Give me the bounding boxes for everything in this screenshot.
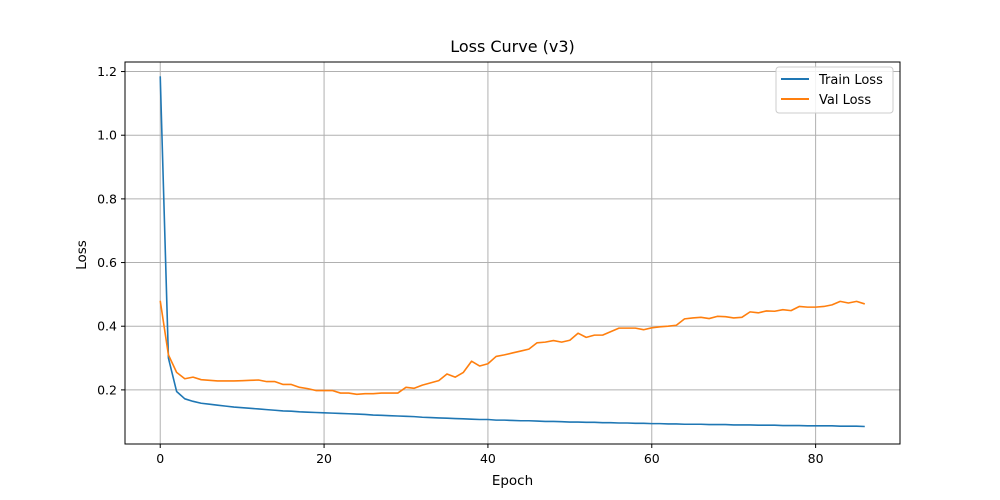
x-tick-label: 80 (808, 451, 824, 466)
plot-frame (124, 61, 901, 445)
x-tick-label: 40 (480, 451, 496, 466)
x-tick-label: 20 (316, 451, 332, 466)
legend-label-train-loss: Train Loss (818, 73, 883, 88)
chart-title: Loss Curve (v3) (450, 37, 575, 56)
y-tick-label: 0.6 (97, 255, 117, 270)
legend-label-val-loss: Val Loss (819, 93, 871, 108)
x-axis-label: Epoch (492, 473, 533, 489)
y-tick-label: 1.2 (97, 64, 117, 79)
series-line-val-loss (159, 300, 866, 396)
legend: Train Loss Val Loss (775, 66, 894, 114)
x-tick-label: 0 (156, 451, 164, 466)
y-tick-label: 0.8 (97, 191, 117, 206)
y-tick-label: 0.2 (97, 382, 117, 397)
axis-ticks: 0 20 40 60 80 0.2 0.4 0.6 0.8 1.0 1.2 (97, 64, 824, 466)
y-tick-label: 1.0 (97, 128, 117, 143)
y-tick-label: 0.4 (97, 319, 117, 334)
grid-lines (125, 62, 900, 444)
x-tick-label: 60 (644, 451, 660, 466)
series-lines (159, 76, 866, 428)
y-axis-label: Loss (74, 240, 90, 270)
series-line-train-loss (159, 76, 865, 428)
